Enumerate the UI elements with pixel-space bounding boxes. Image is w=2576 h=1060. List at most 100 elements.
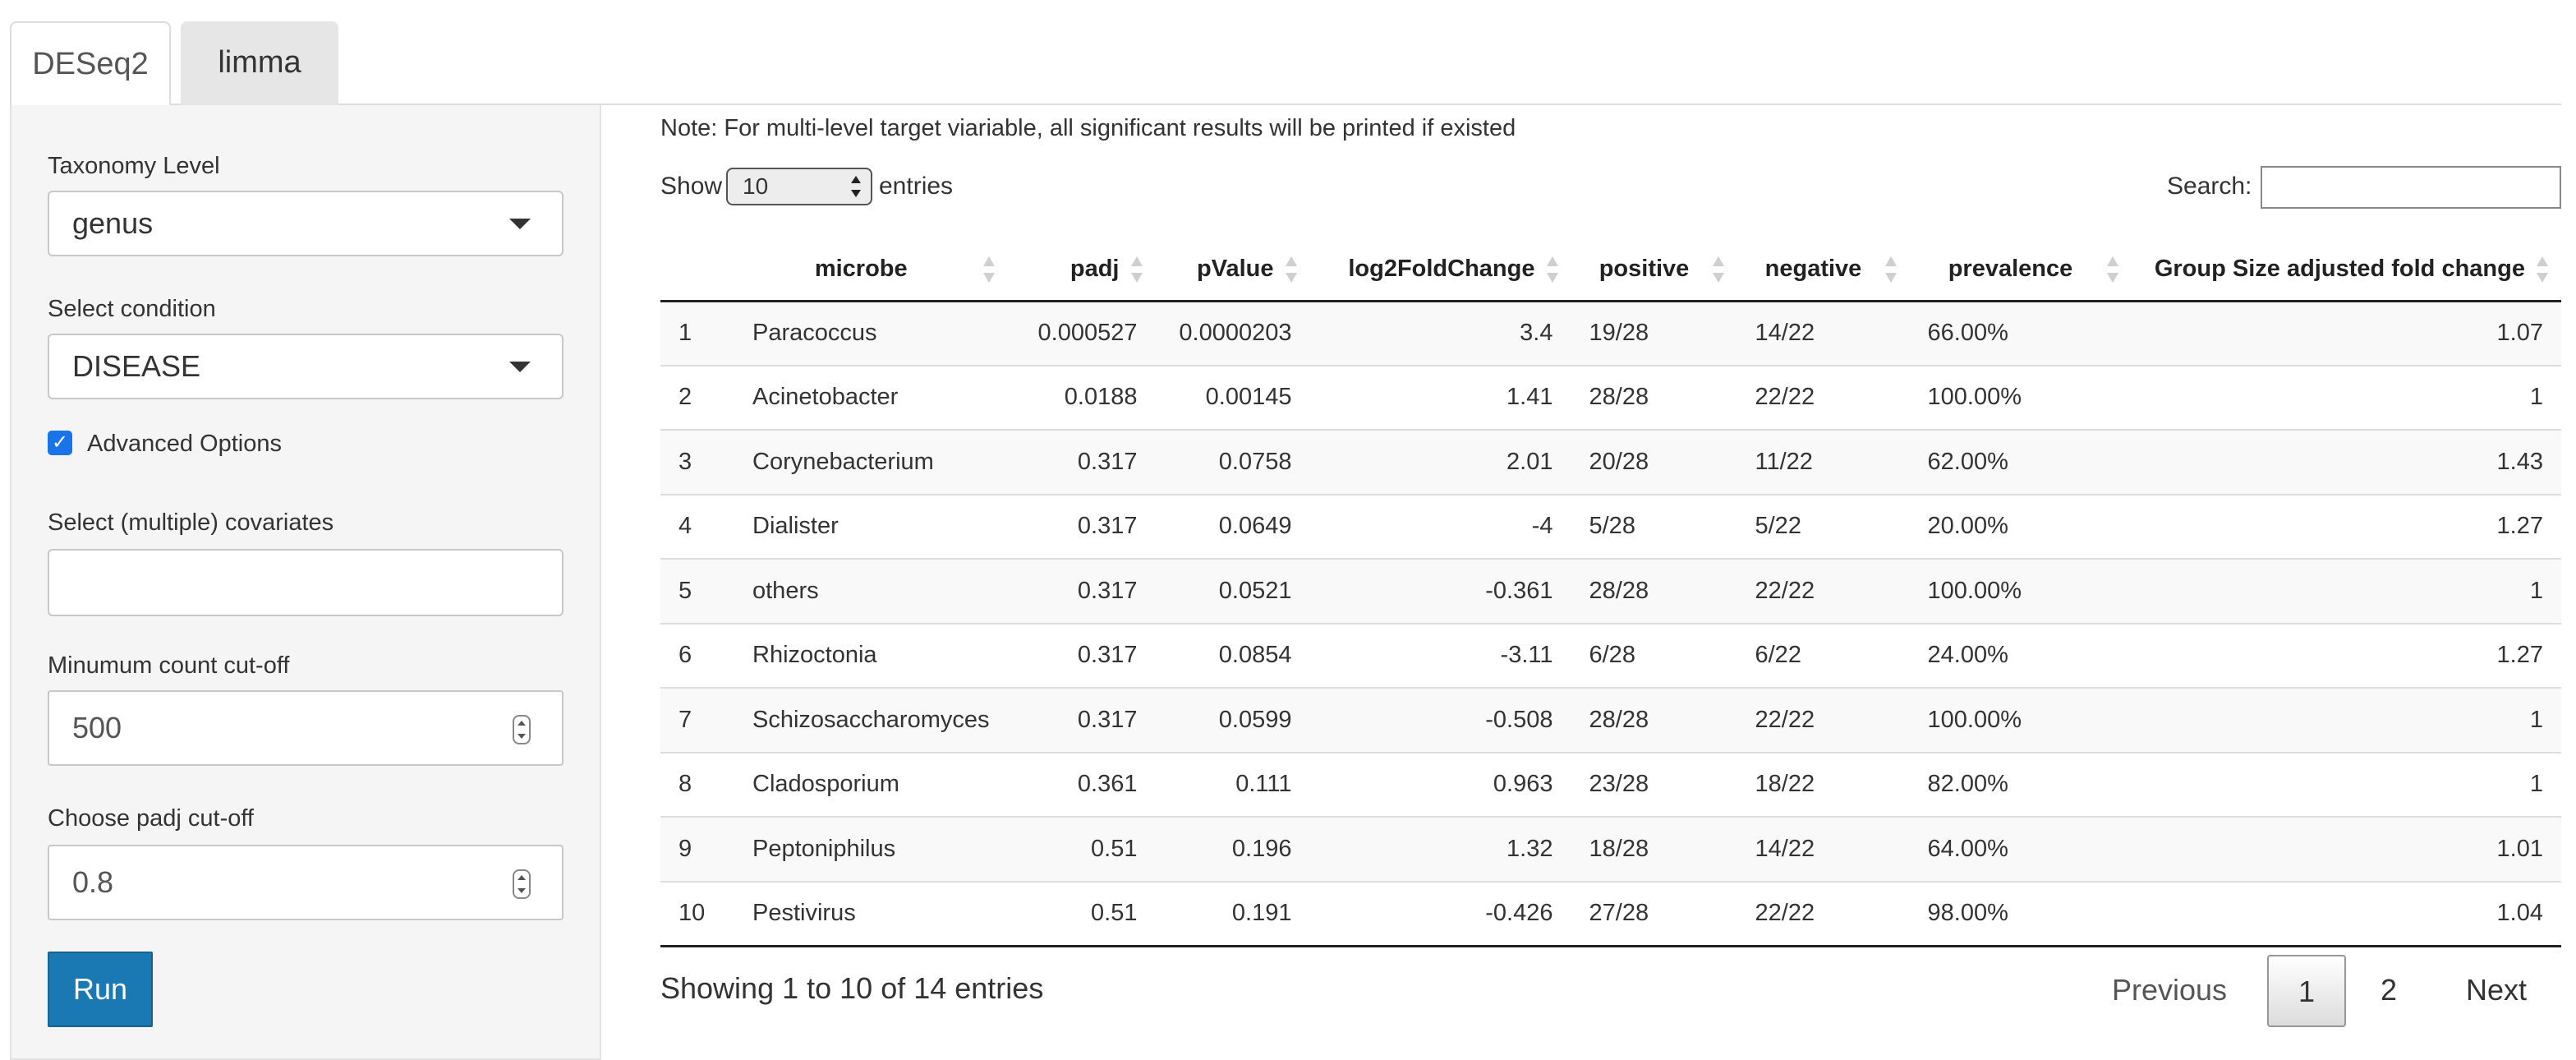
cell-pvalue: 0.0000203 [1155,300,1310,366]
cell-padj: 0.51 [1007,880,1156,947]
cell-pvalue: 0.191 [1155,880,1310,947]
cell-positive: 28/28 [1571,364,1737,430]
cell-group-size-fold-change: 1 [2131,751,2561,817]
cell-negative: 11/22 [1736,429,1910,495]
previous-page-button[interactable]: Previous [2111,973,2228,1007]
cell-row-index: 4 [660,493,734,559]
column-header-negative[interactable]: negative [1736,238,1910,302]
cell-log2foldchange: 0.963 [1309,751,1571,817]
cell-positive: 18/28 [1571,816,1737,882]
page-length-value: 10 [743,173,769,199]
column-header-microbe[interactable]: microbe [734,238,1008,302]
table-row[interactable]: 7 Schizosaccharomyces 0.317 0.0599 -0.508 28/… [660,687,2561,753]
table-row[interactable]: 8 Cladosporium 0.361 0.111 0.963 23/28 18/22 82… [660,751,2561,817]
column-header-prevalence[interactable]: prevalence [1909,238,2132,302]
cell-positive: 28/28 [1571,687,1737,753]
number-spinner-icon[interactable] [513,869,531,899]
search-input[interactable] [2261,166,2561,209]
cell-row-index: 9 [660,816,734,882]
cell-prevalence: 82.00% [1909,751,2132,817]
sort-icon [1130,256,1143,283]
cell-negative: 6/22 [1736,622,1910,688]
taxonomy-select[interactable]: genus [48,191,564,256]
sidebar-panel: Taxonomy Level genus Select condition DI… [10,105,601,1060]
covariates-label: Select (multiple) covariates [48,509,334,536]
page-length-select[interactable]: 10 [726,168,872,205]
cell-negative: 5/22 [1736,493,1910,559]
cell-microbe: Corynebacterium [734,429,1008,495]
padj-cutoff-label: Choose padj cut-off [48,805,254,832]
cell-pvalue: 0.196 [1155,816,1310,882]
column-header-group-size-fold-change[interactable]: Group Size adjusted fold change [2131,238,2561,302]
cell-microbe: Peptoniphilus [734,816,1008,882]
sort-icon [1712,256,1724,283]
number-spinner-icon[interactable] [513,715,531,744]
cell-pvalue: 0.0758 [1155,429,1310,495]
table-row[interactable]: 2 Acinetobacter 0.0188 0.00145 1.41 28/28 22/2… [660,364,2561,430]
table-row[interactable]: 3 Corynebacterium 0.317 0.0758 2.01 20/28 11/2… [660,429,2561,495]
mincount-input[interactable]: 500 [48,690,564,766]
column-header-pvalue[interactable]: pValue [1155,238,1310,302]
cell-group-size-fold-change: 1.27 [2131,493,2561,559]
sort-icon [1884,256,1897,283]
cell-positive: 19/28 [1571,300,1737,366]
advanced-options-label[interactable]: Advanced Options [87,431,282,457]
column-header-log2foldchange[interactable]: log2FoldChange [1309,238,1571,302]
cell-prevalence: 20.00% [1909,493,2132,559]
cell-row-index: 6 [660,622,734,688]
cell-row-index: 7 [660,687,734,753]
advanced-options-checkbox[interactable]: ✓ [48,431,72,455]
padj-cutoff-input[interactable]: 0.8 [48,845,564,920]
chevron-down-icon [509,219,531,229]
cell-log2foldchange: 2.01 [1309,429,1571,495]
cell-microbe: Rhizoctonia [734,622,1008,688]
results-table: microbe padj pValue log2FoldChange posit… [660,238,2561,947]
padj-cutoff-value: 0.8 [72,865,114,899]
updown-arrows-icon [851,176,861,197]
cell-padj: 0.317 [1007,687,1156,753]
tab-limma[interactable]: limma [181,21,338,105]
table-row[interactable]: 4 Dialister 0.317 0.0649 -4 5/28 5/22 20.00% 1.2… [660,493,2561,559]
table-row[interactable]: 6 Rhizoctonia 0.317 0.0854 -3.11 6/28 6/22 24.0… [660,622,2561,688]
cell-pvalue: 0.0854 [1155,622,1310,688]
cell-positive: 5/28 [1571,493,1737,559]
covariates-input[interactable] [48,549,564,616]
cell-group-size-fold-change: 1.04 [2131,880,2561,947]
table-header-row: microbe padj pValue log2FoldChange posit… [660,238,2561,302]
cell-pvalue: 0.00145 [1155,364,1310,430]
next-page-button[interactable]: Next [2465,973,2528,1007]
table-row[interactable]: 1 Paracoccus 0.000527 0.0000203 3.4 19/28 14/2… [660,300,2561,366]
cell-microbe: Pestivirus [734,880,1008,947]
cell-padj: 0.000527 [1007,300,1156,366]
column-header-padj[interactable]: padj [1007,238,1156,302]
sort-icon [1546,256,1558,283]
cell-prevalence: 100.00% [1909,687,2132,753]
cell-row-index: 2 [660,364,734,430]
page-1-button[interactable]: 1 [2267,955,2346,1027]
run-button[interactable]: Run [48,952,153,1027]
table-row[interactable]: 10 Pestivirus 0.51 0.191 -0.426 27/28 22/22 98.… [660,880,2561,947]
cell-row-index: 5 [660,558,734,624]
cell-row-index: 8 [660,751,734,817]
chevron-down-icon [509,362,531,372]
tab-deseq2[interactable]: DESeq2 [10,21,171,107]
page-2-button[interactable]: 2 [2380,973,2398,1007]
cell-microbe: Schizosaccharomyces [734,687,1008,753]
condition-select[interactable]: DISEASE [48,334,564,399]
cell-row-index: 10 [660,880,734,947]
cell-prevalence: 66.00% [1909,300,2132,366]
cell-prevalence: 62.00% [1909,429,2132,495]
condition-value: DISEASE [72,349,201,383]
show-label: Show [660,173,723,200]
cell-group-size-fold-change: 1.43 [2131,429,2561,495]
cell-group-size-fold-change: 1 [2131,558,2561,624]
cell-pvalue: 0.0599 [1155,687,1310,753]
cell-log2foldchange: -3.11 [1309,622,1571,688]
search-label: Search: [2167,173,2252,200]
column-header-positive[interactable]: positive [1571,238,1737,302]
table-row[interactable]: 9 Peptoniphilus 0.51 0.196 1.32 18/28 14/22 64.… [660,816,2561,882]
cell-row-index: 1 [660,300,734,366]
cell-log2foldchange: -0.361 [1309,558,1571,624]
table-row[interactable]: 5 others 0.317 0.0521 -0.361 28/28 22/22 100.00… [660,558,2561,624]
column-header-index[interactable] [660,238,734,302]
